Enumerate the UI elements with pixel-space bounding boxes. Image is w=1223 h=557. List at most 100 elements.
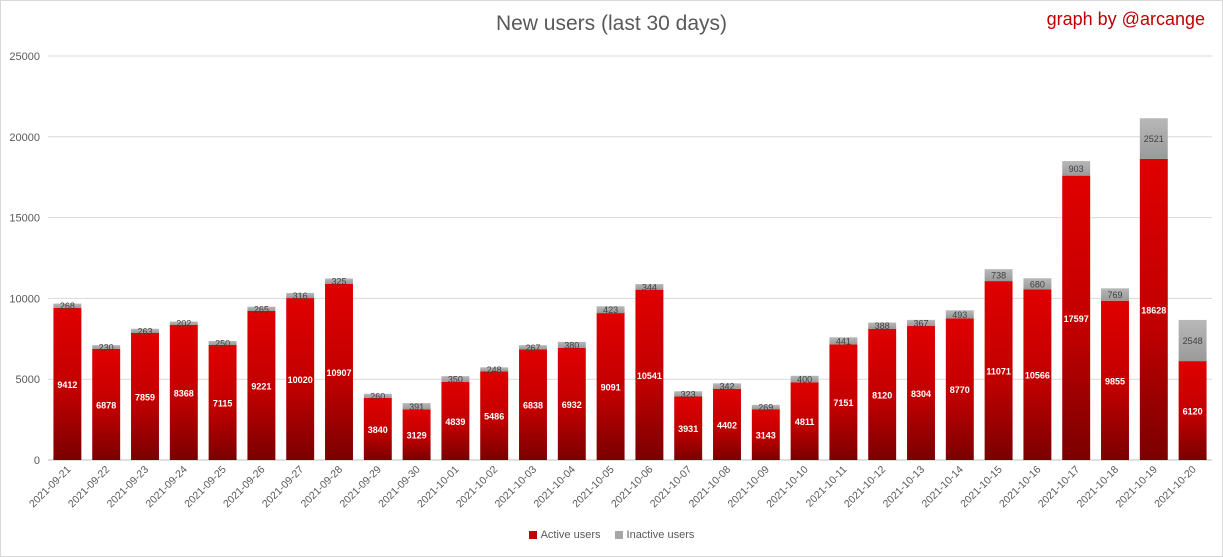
bar-inactive xyxy=(674,391,703,397)
data-label-inactive: 268 xyxy=(60,301,75,311)
bar-inactive xyxy=(1139,118,1168,159)
bar-inactive xyxy=(984,269,1013,282)
data-label-active: 5486 xyxy=(484,412,504,422)
bar-active xyxy=(1139,158,1168,460)
data-label-active: 9855 xyxy=(1105,376,1125,386)
data-label-inactive: 230 xyxy=(99,342,114,352)
data-label-active: 7115 xyxy=(213,399,233,409)
data-label-active: 4839 xyxy=(445,417,465,427)
y-tick-label: 5000 xyxy=(16,374,40,386)
data-label-active: 7151 xyxy=(833,398,853,408)
bar-inactive xyxy=(790,375,819,383)
legend-swatch-active xyxy=(528,531,537,539)
bar-inactive xyxy=(131,328,159,333)
data-label-active: 9221 xyxy=(251,381,271,391)
data-label-active: 10907 xyxy=(326,368,351,378)
data-label-inactive: 388 xyxy=(875,321,890,331)
y-tick-label: 0 xyxy=(34,455,40,467)
bar-active xyxy=(169,324,198,460)
bar-inactive xyxy=(868,322,897,329)
data-label-active: 18628 xyxy=(1141,305,1166,315)
bar-active xyxy=(441,381,470,460)
chart-title: New users (last 30 days) xyxy=(495,12,728,35)
bar-active xyxy=(635,289,664,460)
bar-inactive xyxy=(945,310,974,319)
bar-active xyxy=(596,313,625,460)
bar-active xyxy=(53,307,82,460)
data-label-inactive: 680 xyxy=(1030,279,1045,289)
bar-inactive xyxy=(363,393,392,398)
bar-active xyxy=(1023,289,1052,460)
data-label-active: 6120 xyxy=(1183,407,1203,417)
bar-inactive xyxy=(829,337,858,345)
legend-item-inactive: Inactive users xyxy=(614,529,695,541)
data-label-inactive: 342 xyxy=(719,382,734,392)
bar-inactive xyxy=(441,376,470,382)
bar-inactive xyxy=(325,278,353,284)
data-label-inactive: 323 xyxy=(681,389,696,399)
legend-swatch-inactive xyxy=(614,531,623,539)
data-label-active: 10566 xyxy=(1025,371,1050,381)
bar-active xyxy=(208,345,237,460)
bar-inactive xyxy=(635,284,664,290)
bar-active xyxy=(480,371,509,460)
data-label-active: 7859 xyxy=(135,392,155,402)
bar-active xyxy=(286,298,315,460)
data-label-active: 17597 xyxy=(1064,314,1089,324)
data-label-active: 6932 xyxy=(562,400,582,410)
bar-active xyxy=(868,328,897,460)
bar-inactive xyxy=(402,403,431,410)
legend-label-active: Active users xyxy=(540,529,601,541)
bar-inactive xyxy=(247,306,276,311)
bar-inactive xyxy=(596,306,625,314)
data-label-active: 9091 xyxy=(601,383,621,393)
data-label-active: 3840 xyxy=(368,425,388,435)
data-label-inactive: 391 xyxy=(409,402,424,412)
bar-inactive xyxy=(1023,278,1052,290)
data-label-inactive: 738 xyxy=(991,271,1006,281)
data-label-inactive: 903 xyxy=(1069,164,1084,174)
bar-inactive xyxy=(907,319,935,326)
bar-inactive xyxy=(519,345,547,350)
data-label-inactive: 423 xyxy=(603,305,618,315)
y-axis-ticks: 0 5000 10000 15000 20000 25000 xyxy=(9,51,40,467)
data-label-inactive: 441 xyxy=(836,336,851,346)
data-label-inactive: 400 xyxy=(797,375,812,385)
data-label-active: 10020 xyxy=(288,375,313,385)
data-label-active: 3129 xyxy=(407,431,427,441)
bar-active xyxy=(1062,175,1091,460)
data-label-active: 4811 xyxy=(795,417,815,427)
data-label-inactive: 367 xyxy=(913,318,928,328)
legend-label-inactive: Inactive users xyxy=(626,529,695,541)
data-label-inactive: 2548 xyxy=(1183,336,1203,346)
data-label-inactive: 263 xyxy=(137,326,152,336)
bar-active xyxy=(751,409,780,460)
x-axis-ticks: 2021-09-212021-09-222021-09-232021-09-24… xyxy=(27,464,1199,511)
x-tick-label: 2021-10-20 xyxy=(1152,464,1199,511)
data-label-inactive: 316 xyxy=(293,291,308,301)
bar-inactive xyxy=(1101,288,1129,301)
data-label-inactive: 2521 xyxy=(1144,134,1164,144)
data-label-inactive: 350 xyxy=(448,374,463,384)
bar-active xyxy=(402,409,431,460)
bar-active xyxy=(674,396,703,460)
data-label-active: 11071 xyxy=(986,367,1011,377)
y-tick-label: 25000 xyxy=(9,51,40,63)
data-label-inactive: 269 xyxy=(758,403,773,413)
data-label-inactive: 260 xyxy=(370,391,385,401)
data-label-inactive: 202 xyxy=(176,319,191,329)
y-tick-label: 10000 xyxy=(9,293,40,305)
data-label-active: 6838 xyxy=(523,401,543,411)
data-labels: 9412 268 6878 230 7859 263 8368 202 7115 250 9221 2… xyxy=(57,134,1202,441)
bar-active xyxy=(1101,300,1129,460)
bar-inactive xyxy=(713,383,741,389)
data-label-active: 4402 xyxy=(717,420,737,430)
data-label-active: 3931 xyxy=(678,424,698,434)
data-label-active: 8770 xyxy=(950,385,970,395)
bar-inactive xyxy=(169,321,198,325)
data-label-inactive: 267 xyxy=(525,343,540,353)
bar-active xyxy=(713,388,741,460)
bars xyxy=(53,118,1207,460)
